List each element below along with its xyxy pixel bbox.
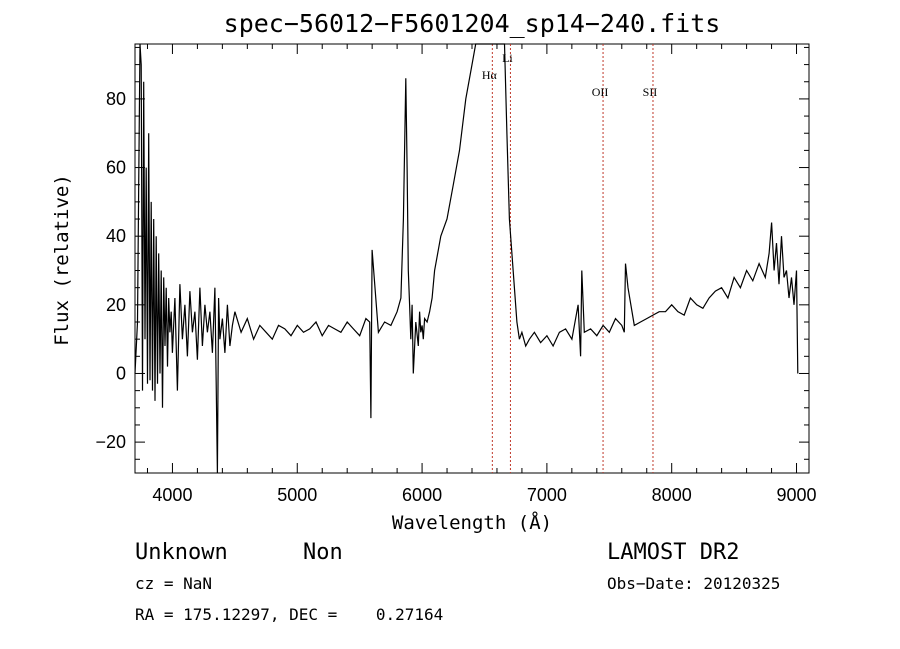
- x-tick-label: 6000: [402, 485, 442, 505]
- coordinates: RA = 175.12297, DEC = 0.27164: [135, 605, 443, 624]
- y-tick-label: 80: [106, 89, 126, 109]
- x-tick-label: 5000: [277, 485, 317, 505]
- x-axis-label: Wavelength (Å): [392, 511, 552, 534]
- x-tick-label: 9000: [776, 485, 816, 505]
- y-tick-label: 60: [106, 158, 126, 178]
- y-tick-label: 20: [106, 295, 126, 315]
- y-axis-label: Flux (relative): [51, 174, 73, 346]
- obs-date: Obs−Date: 20120325: [607, 574, 780, 593]
- y-tick-label: 0: [116, 363, 126, 383]
- x-tick-label: 8000: [652, 485, 692, 505]
- reference-line-label: Hα: [482, 68, 498, 82]
- x-tick-label: 7000: [527, 485, 567, 505]
- plot-frame: [134, 43, 810, 474]
- chart-title: spec−56012−F5601204_sp14−240.fits: [224, 9, 721, 38]
- survey-label: LAMOST DR2: [607, 540, 739, 565]
- tick-labels: 4000 5000 6000 7000 8000 9000 −20 0 20 40 60 80: [95, 89, 816, 505]
- axis-ticks: [135, 44, 809, 473]
- y-tick-label: −20: [95, 432, 126, 452]
- reference-lines: Hα Li OII SII: [482, 44, 657, 473]
- spectrum-series-line: [134, 43, 799, 474]
- reference-line-label: OII: [592, 85, 609, 99]
- reference-line-label: Li: [502, 51, 513, 65]
- cz-value: cz = NaN: [135, 574, 212, 593]
- y-tick-label: 40: [106, 226, 126, 246]
- reference-line-label: SII: [643, 85, 658, 99]
- subclass-label: Non: [303, 540, 343, 565]
- class-label: Unknown: [135, 540, 228, 565]
- x-tick-label: 4000: [152, 485, 192, 505]
